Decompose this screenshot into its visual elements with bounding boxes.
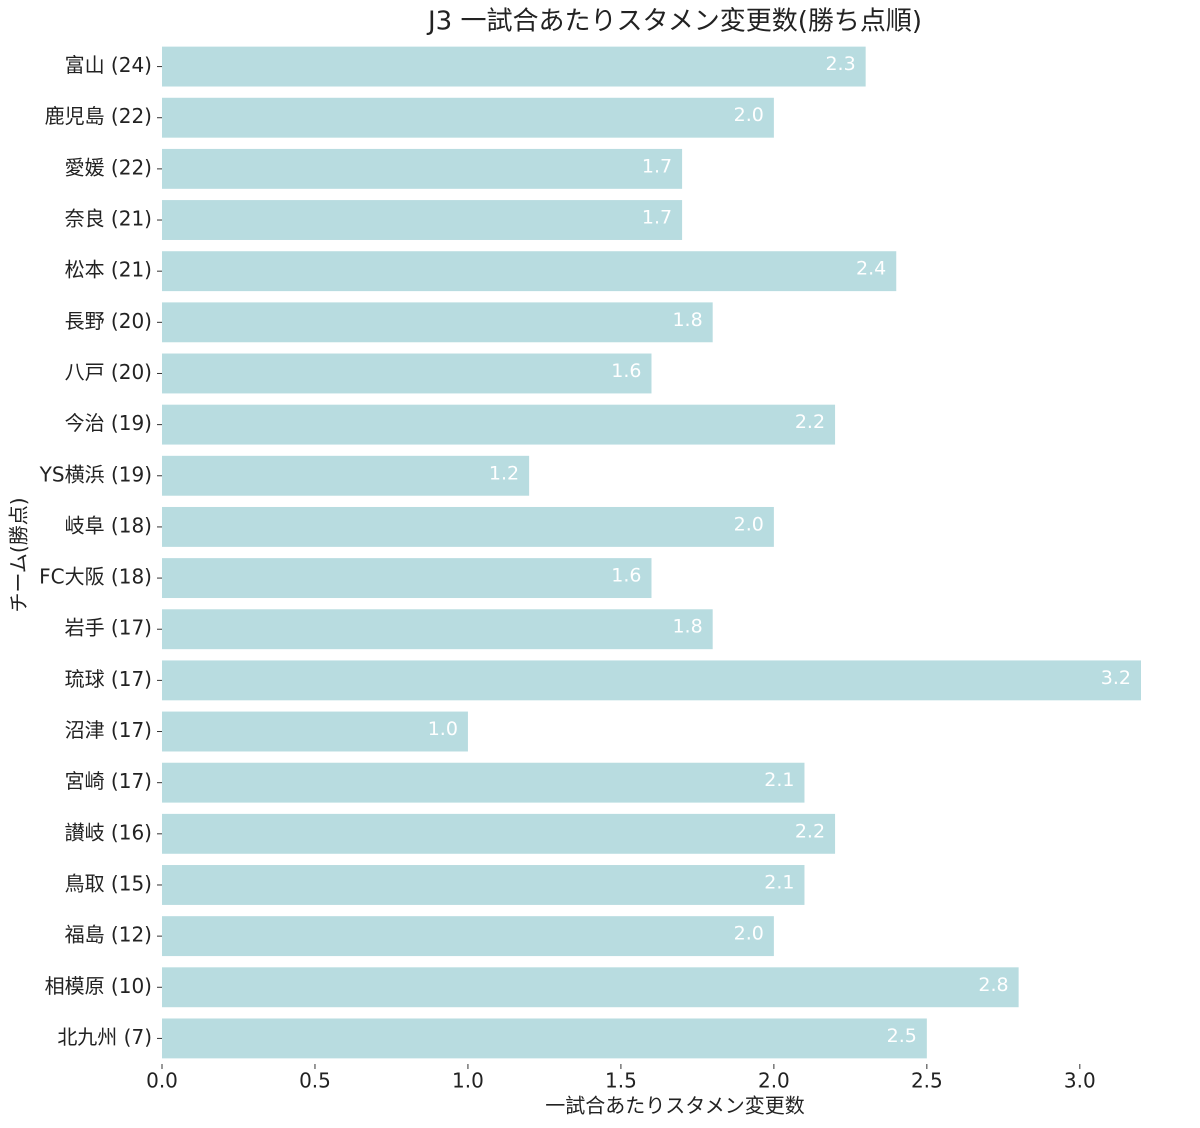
bar: [162, 251, 897, 292]
y-tick-label: 福島 (12): [65, 923, 152, 947]
data-label: 2.3: [825, 53, 855, 75]
bar: [162, 916, 774, 957]
data-label: 1.6: [611, 360, 641, 382]
data-label: 1.2: [489, 462, 519, 484]
bar: [162, 97, 774, 138]
bar: [162, 506, 774, 547]
y-tick-label: 長野 (20): [65, 309, 152, 333]
bar: [162, 660, 1141, 701]
data-label: 1.7: [642, 207, 672, 229]
bar: [162, 609, 713, 650]
data-label: 2.1: [764, 871, 794, 893]
y-tick-label: 富山 (24): [65, 53, 152, 77]
bar: [162, 558, 652, 599]
data-label: 1.0: [428, 718, 458, 740]
data-label: 3.2: [1101, 667, 1131, 689]
y-tick-label: 宮崎 (17): [65, 769, 152, 793]
y-tick-label: 松本 (21): [65, 258, 152, 282]
x-tick-label: 1.0: [452, 1069, 484, 1093]
data-label: 2.8: [978, 974, 1008, 996]
y-tick-label: 岩手 (17): [65, 616, 152, 640]
y-tick-label: 奈良 (21): [65, 207, 152, 231]
bar: [162, 711, 468, 752]
data-label: 1.8: [672, 616, 702, 638]
bar: [162, 762, 805, 803]
bar: [162, 302, 713, 343]
y-tick-label: 岐阜 (18): [65, 513, 152, 537]
x-tick-label: 0.0: [146, 1069, 178, 1093]
y-tick-label: 相模原 (10): [45, 974, 152, 998]
bar: [162, 404, 836, 445]
y-tick-label: 愛媛 (22): [65, 155, 152, 179]
data-label: 1.6: [611, 565, 641, 587]
y-tick-label: YS横浜 (19): [39, 462, 152, 486]
chart-title: J3 一試合あたりスタメン変更数(勝ち点順): [426, 7, 922, 37]
data-label: 2.2: [795, 820, 825, 842]
x-tick-label: 0.5: [299, 1069, 331, 1093]
bar: [162, 813, 836, 854]
y-tick-label: 沼津 (17): [65, 718, 152, 742]
data-label: 1.7: [642, 155, 672, 177]
data-label: 2.1: [764, 769, 794, 791]
x-axis-label: 一試合あたりスタメン変更数: [545, 1094, 804, 1118]
y-axis-label: チーム(勝点): [7, 497, 31, 612]
x-tick-label: 1.5: [605, 1069, 637, 1093]
y-tick-label: 讃岐 (16): [65, 820, 152, 844]
y-tick-label: 八戸 (20): [65, 360, 152, 384]
bar: [162, 455, 530, 496]
x-tick-label: 3.0: [1064, 1069, 1096, 1093]
data-label: 2.0: [734, 104, 764, 126]
bar: [162, 200, 683, 240]
bar: [162, 46, 866, 87]
data-label: 2.0: [734, 513, 764, 535]
y-tick-label: 琉球 (17): [65, 667, 152, 691]
data-label: 2.4: [856, 258, 886, 280]
y-tick-label: 北九州 (7): [57, 1025, 152, 1049]
y-tick-label: 鳥取 (15): [65, 871, 152, 895]
bar: [162, 865, 805, 905]
y-tick-label: FC大阪 (18): [39, 565, 152, 589]
data-label: 2.5: [887, 1025, 917, 1047]
y-tick-label: 今治 (19): [65, 411, 152, 435]
data-label: 2.0: [734, 923, 764, 945]
bar: [162, 353, 652, 394]
y-tick-label: 鹿児島 (22): [45, 104, 152, 128]
x-tick-label: 2.0: [758, 1069, 790, 1093]
bar: [162, 1018, 927, 1059]
bar: [162, 148, 683, 189]
x-tick-label: 2.5: [911, 1069, 943, 1093]
bar: [162, 967, 1019, 1008]
data-label: 1.8: [672, 309, 702, 331]
data-label: 2.2: [795, 411, 825, 433]
